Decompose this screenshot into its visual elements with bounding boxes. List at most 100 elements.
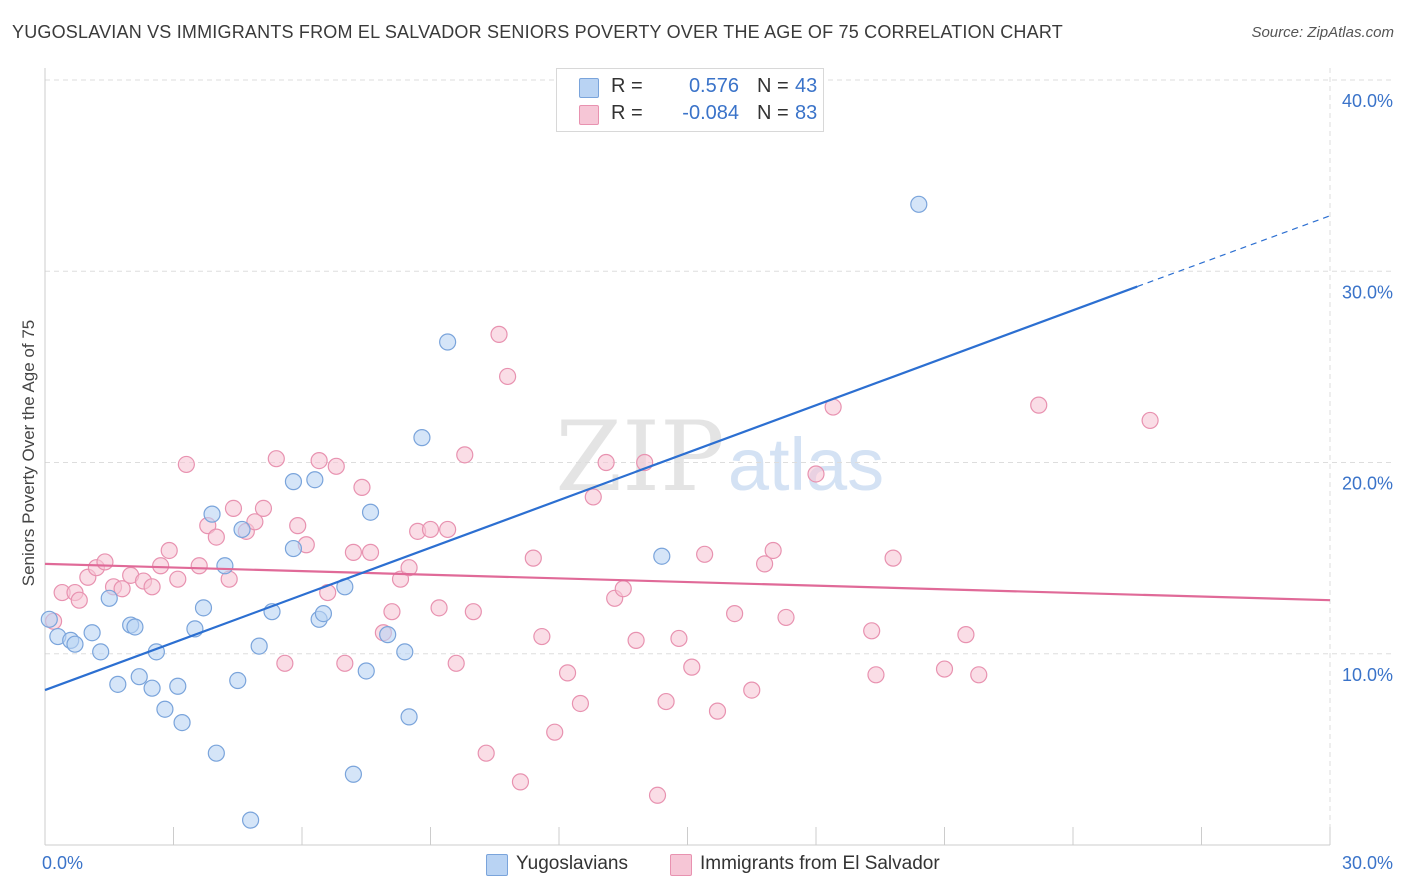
legend-r-value: -0.084 [682, 102, 739, 124]
correlation-legend: R = 0.576 N = 43 R = -0.084 N = 83 [556, 68, 824, 132]
point-immigrants [571, 694, 590, 713]
source-label: Source: ZipAtlas.com [1251, 24, 1394, 41]
point-immigrants [152, 557, 170, 575]
grid [45, 68, 1392, 845]
point-immigrants [777, 608, 795, 627]
y-tick-label: 40.0% [1342, 91, 1393, 111]
point-yugoslavian [143, 679, 161, 697]
point-immigrants [246, 513, 264, 531]
point-immigrants [524, 549, 542, 567]
point-yugoslavian [66, 635, 84, 653]
trend-line-yugoslavians [44, 285, 1138, 692]
point-immigrants [310, 451, 328, 470]
point-immigrants [546, 723, 564, 741]
point-immigrants [683, 658, 701, 676]
point-immigrants [511, 773, 530, 791]
point-immigrants [383, 603, 401, 621]
point-immigrants [558, 664, 577, 682]
point-immigrants [726, 604, 744, 623]
point-yugoslavian [229, 671, 247, 690]
point-immigrants [499, 367, 517, 386]
point-immigrants [456, 446, 474, 464]
point-immigrants [421, 520, 440, 539]
y-tick-label: 20.0% [1342, 474, 1393, 494]
point-yugoslavian [439, 333, 457, 351]
point-immigrants [177, 455, 195, 474]
point-immigrants [190, 557, 208, 575]
point-immigrants [490, 325, 508, 343]
legend-n-value: 83 [795, 102, 818, 124]
point-immigrants [267, 450, 285, 468]
point-immigrants [807, 465, 825, 483]
point-immigrants [464, 603, 482, 621]
point-immigrants [477, 744, 495, 762]
tick-labels: 10.0% 20.0% 30.0% 40.0% 0.0% 30.0% [42, 91, 1393, 873]
point-immigrants [143, 578, 161, 596]
y-axis-label: Seniors Poverty Over the Age of 75 [19, 320, 38, 586]
series-immigrants-points [44, 325, 1159, 804]
legend-n-label: N = [757, 75, 789, 97]
point-yugoslavian [379, 626, 397, 644]
point-yugoslavian [344, 765, 362, 783]
point-yugoslavian [109, 675, 127, 693]
point-immigrants [70, 591, 88, 609]
point-yugoslavian [284, 539, 303, 558]
point-immigrants [696, 545, 714, 563]
axes [44, 68, 1331, 846]
point-immigrants [863, 622, 881, 640]
point-immigrants [970, 666, 988, 684]
y-tick-label: 10.0% [1342, 665, 1393, 685]
point-yugoslavian [306, 471, 324, 489]
point-immigrants [670, 629, 688, 648]
watermark-atlas: atlas [728, 423, 884, 506]
legend-label-yugoslavians: Yugoslavians [516, 853, 628, 874]
point-immigrants [276, 654, 294, 672]
point-immigrants [935, 660, 954, 678]
point-yugoslavian [156, 700, 174, 718]
legend-swatch-pink [670, 854, 692, 876]
point-yugoslavian [653, 547, 671, 565]
point-immigrants [207, 528, 225, 546]
point-yugoslavian [40, 610, 58, 628]
point-yugoslavian [396, 643, 414, 661]
point-immigrants [1030, 396, 1048, 414]
point-immigrants [224, 499, 243, 517]
point-immigrants [533, 627, 551, 646]
x-tick-label-max: 30.0% [1342, 853, 1393, 873]
legend-n-label: N = [757, 102, 789, 124]
point-immigrants [254, 499, 273, 517]
point-immigrants [169, 570, 187, 588]
point-yugoslavian [126, 618, 144, 636]
point-immigrants [391, 570, 410, 588]
point-immigrants [764, 541, 782, 560]
point-immigrants [614, 580, 632, 598]
chart-title: YUGOSLAVIAN VS IMMIGRANTS FROM EL SALVAD… [12, 22, 1063, 42]
point-yugoslavian [100, 589, 118, 607]
legend-swatch-blue [486, 854, 508, 876]
point-yugoslavian [194, 599, 213, 617]
point-yugoslavian [284, 473, 303, 491]
legend-r-value: 0.576 [688, 75, 739, 97]
point-yugoslavian [216, 557, 234, 575]
point-immigrants [96, 553, 114, 571]
point-yugoslavian [250, 637, 268, 655]
point-immigrants [1141, 411, 1159, 430]
legend-label-immigrants: Immigrants from El Salvador [700, 853, 940, 874]
point-immigrants [447, 654, 465, 672]
trend-line-yugoslavians-extension [1137, 215, 1331, 288]
legend-swatch-blue [579, 78, 599, 98]
point-immigrants [353, 478, 371, 496]
point-immigrants [289, 517, 307, 535]
point-immigrants [327, 457, 345, 475]
legend-n-value: 43 [795, 75, 818, 97]
point-yugoslavian [314, 604, 333, 623]
point-yugoslavian [83, 624, 101, 642]
point-yugoslavian [361, 503, 380, 521]
point-immigrants [648, 786, 667, 804]
point-immigrants [708, 702, 727, 720]
point-immigrants [884, 549, 902, 567]
point-yugoslavian [233, 520, 251, 539]
point-immigrants [867, 666, 885, 684]
point-immigrants [657, 692, 675, 711]
